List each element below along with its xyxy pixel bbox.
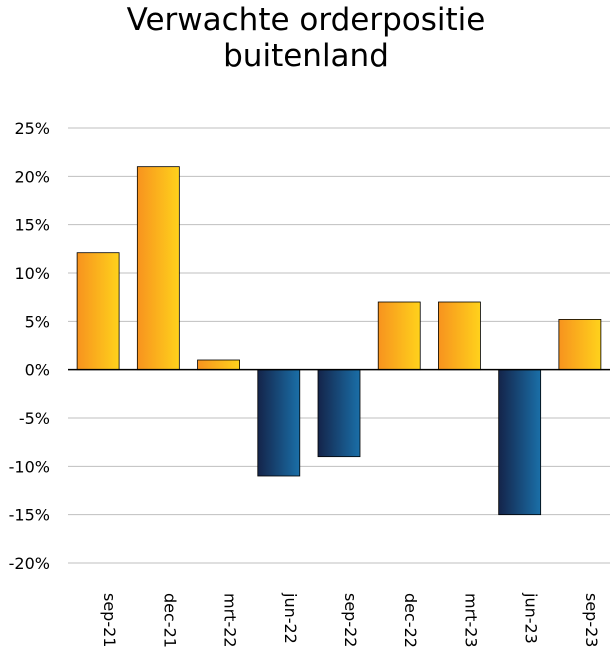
bar-dec-21 [136,166,180,371]
y-tick-label: 25% [14,119,50,138]
y-tick-label: 5% [25,312,50,331]
x-tick-label-mrt-23: mrt-23 [461,593,480,648]
bar-jun-22 [257,369,301,477]
x-tick-label-sep-22: sep-22 [341,593,360,647]
y-tick-label: 20% [14,167,50,186]
chart-title-line-2: buitenland [223,38,389,74]
bar-sep-22 [317,369,361,458]
x-tick-label-dec-22: dec-22 [401,593,420,648]
x-tick-label-jun-23: jun-23 [522,592,541,644]
bar-sep-23 [558,318,602,371]
y-tick-label: -5% [19,409,50,428]
y-tick-label: -10% [9,457,50,476]
bar-dec-22 [377,301,421,371]
bar-sep-21 [76,252,120,371]
y-tick-label: 0% [25,361,50,380]
x-tick-label-mrt-22: mrt-22 [221,593,240,648]
y-axis-tick-labels: 25% 20% 15% 10% 5% 0% -5% -10% -15% -20% [9,119,50,573]
chart-title-line-1: Verwachte orderpositie [126,2,486,38]
x-tick-label-jun-22: jun-22 [281,592,300,644]
bars [76,166,602,516]
y-tick-label: 10% [14,264,50,283]
bar-mrt-22 [197,359,240,371]
y-tick-label: -15% [9,506,50,525]
chart-title: Verwachte orderpositie buitenland [0,0,612,74]
x-tick-label-sep-21: sep-21 [100,593,119,647]
bar-mrt-23 [438,301,481,371]
bar-jun-23 [498,369,542,516]
y-tick-label: -20% [9,554,50,573]
x-tick-label-sep-23: sep-23 [582,593,601,647]
x-tick-label-dec-21: dec-21 [160,593,179,648]
y-tick-label: 15% [14,216,50,235]
x-axis-tick-labels: sep-21 dec-21 mrt-22 jun-22 sep-22 dec-22 mrt-… [100,592,601,648]
